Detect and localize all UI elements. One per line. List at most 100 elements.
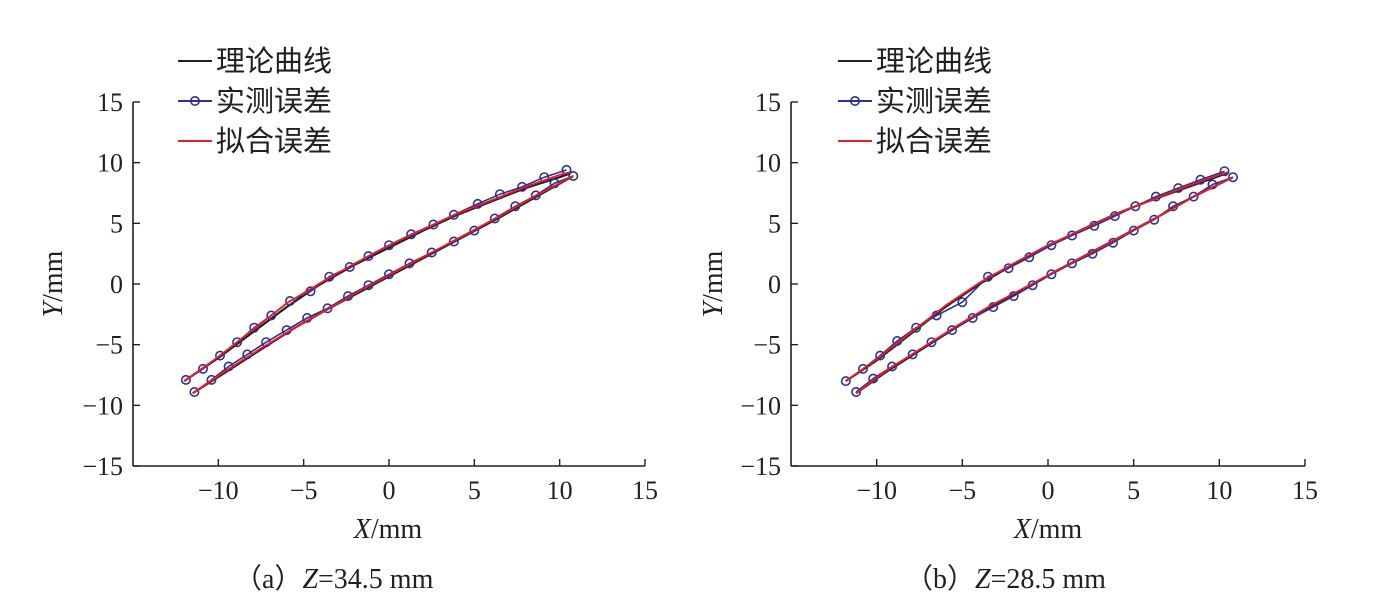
measured-point-marker (383, 240, 394, 251)
measured-point-marker (180, 374, 191, 385)
y-axis-variable: Y (698, 298, 729, 317)
measured-point-marker (510, 201, 521, 212)
fitted-curve-lower (192, 175, 574, 394)
legend-label-measured: 实测误差 (216, 84, 332, 118)
y-tick-label: 5 (768, 209, 781, 238)
x-tick-label: 5 (468, 476, 481, 505)
measured-point-marker (344, 261, 355, 272)
y-tick-label: 10 (755, 149, 781, 178)
measured-point-marker (1228, 172, 1239, 183)
measured-point-marker (198, 363, 209, 374)
legend-label-theory: 理论曲线 (216, 44, 332, 78)
measured-point-marker (426, 247, 437, 258)
caption-variable: Z (975, 564, 991, 595)
measured-point-marker (284, 295, 295, 306)
y-tick-label: 15 (755, 88, 781, 117)
y-axis-label: Y/mm (698, 250, 729, 317)
y-tick-label: 10 (97, 149, 123, 178)
x-tick-label: 15 (632, 476, 658, 505)
y-axis-unit: /mm (698, 250, 729, 302)
y-tick-label: −5 (95, 331, 123, 360)
x-axis-label: X/mm (1013, 514, 1083, 545)
measured-point-marker (189, 386, 200, 397)
caption-prefix: （b） (905, 563, 975, 595)
x-tick-label: −10 (856, 476, 897, 505)
panel-caption: （a）Z=34.5 mm (234, 563, 434, 595)
x-tick-label: 15 (1292, 476, 1318, 505)
fitted-curve-upper (183, 171, 571, 382)
measured-point-marker (363, 251, 374, 262)
x-tick-label: 5 (1127, 476, 1140, 505)
y-tick-label: 0 (768, 270, 781, 299)
measured-point-marker (404, 258, 415, 269)
measured-point-marker (851, 386, 862, 397)
caption-prefix: （a） (234, 563, 302, 595)
x-tick-label: −5 (290, 476, 318, 505)
x-tick-label: 10 (1206, 476, 1232, 505)
y-tick-label: 15 (97, 88, 123, 117)
y-tick-label: −15 (740, 452, 781, 481)
measured-point-marker (887, 361, 898, 372)
y-tick-label: −10 (740, 391, 781, 420)
measured-point-marker (857, 363, 868, 374)
legend-label-fitted: 拟合误差 (216, 124, 332, 158)
x-tick-label: 0 (383, 476, 396, 505)
measured-point-marker (206, 374, 217, 385)
x-axis-variable: X (1013, 514, 1032, 545)
measured-point-marker (406, 229, 417, 240)
x-axis-unit: /mm (1031, 514, 1083, 545)
legend-label-theory: 理论曲线 (876, 44, 992, 78)
measured-point-marker (1149, 214, 1160, 225)
legend-label-fitted: 拟合误差 (876, 124, 992, 158)
measured-point-marker (489, 213, 500, 224)
measured-point-marker (448, 236, 459, 247)
y-tick-label: 0 (110, 270, 123, 299)
x-tick-label: 10 (547, 476, 573, 505)
y-axis-unit: /mm (38, 250, 69, 302)
fitted-curve-upper (845, 171, 1229, 382)
measured-point-marker (868, 373, 879, 384)
x-axis-unit: /mm (371, 514, 423, 545)
measured-point-marker (266, 310, 277, 321)
measured-point-marker (911, 322, 922, 333)
measured-point-marker (875, 350, 886, 361)
panel-caption: （b）Z=28.5 mm (905, 563, 1106, 595)
x-tick-label: −5 (948, 476, 976, 505)
measured-point-marker (1219, 166, 1230, 177)
measured-point-marker (926, 337, 937, 348)
x-tick-label: −10 (198, 476, 239, 505)
measured-point-marker (957, 297, 968, 308)
y-tick-label: 5 (110, 209, 123, 238)
measured-point-marker (448, 209, 459, 220)
measured-point-marker (383, 269, 394, 280)
measured-point-marker (539, 172, 550, 183)
measured-point-marker (568, 171, 579, 182)
y-tick-label: −5 (753, 331, 781, 360)
measured-point-marker (982, 271, 993, 282)
caption-value: =34.5 mm (318, 564, 434, 595)
measured-point-marker (249, 322, 260, 333)
legend-marker-measured (190, 96, 201, 107)
y-axis-variable: Y (38, 298, 69, 317)
measured-point-marker (363, 280, 374, 291)
measured-point-marker (1130, 201, 1141, 212)
measured-point-marker (232, 337, 243, 348)
measured-point-marker (1128, 225, 1139, 236)
x-axis-variable: X (353, 514, 372, 545)
y-axis-label: Y/mm (38, 250, 69, 317)
x-axis-label: X/mm (353, 514, 423, 545)
legend-marker-measured (849, 96, 860, 107)
theory-curve-lower (192, 175, 574, 395)
measured-point-marker (1046, 269, 1057, 280)
measured-point-marker (322, 303, 333, 314)
measured-point-marker (1067, 258, 1078, 269)
measured-point-marker (324, 271, 335, 282)
caption-variable: Z (302, 564, 318, 595)
x-tick-label: 0 (1042, 476, 1055, 505)
measured-point-marker (494, 189, 505, 200)
legend-label-measured: 实测误差 (876, 84, 992, 118)
measured-curve-upper (185, 169, 567, 381)
